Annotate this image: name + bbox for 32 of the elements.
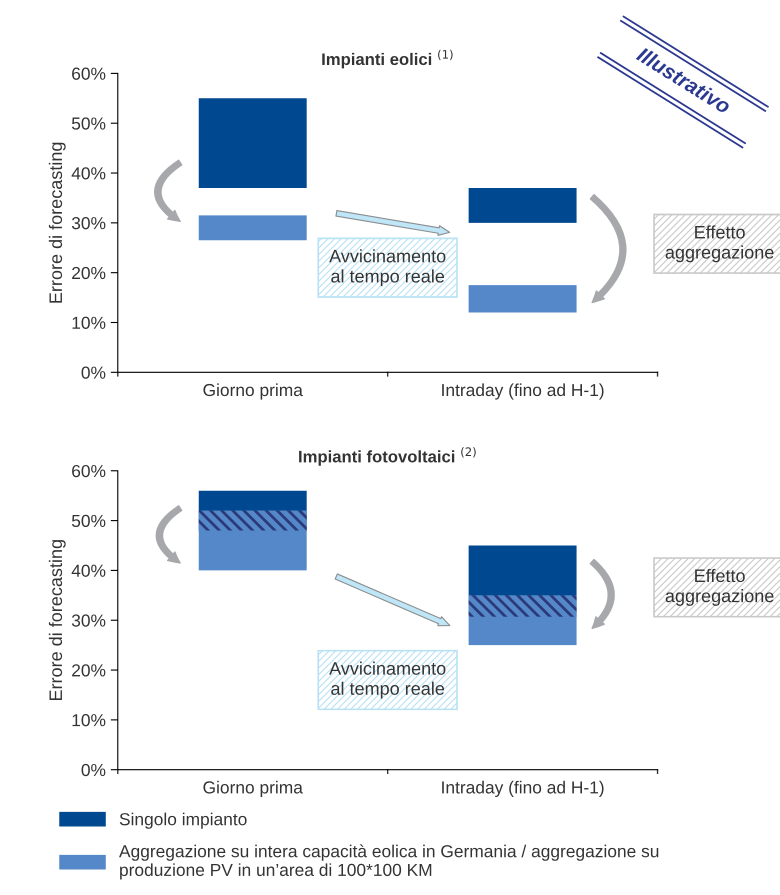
text: Effetto aggregazione bbox=[666, 568, 774, 606]
y-tick-label: 20% bbox=[72, 664, 106, 677]
y-tick-label: 40% bbox=[72, 167, 106, 180]
y-tick-label: 30% bbox=[72, 217, 106, 230]
annotation: Avvicinamento al tempo reale bbox=[329, 249, 446, 286]
y-tick-label: 60% bbox=[72, 68, 106, 80]
x-tick-label: Giorno prima bbox=[203, 383, 303, 400]
legend-label: Singolo impianto bbox=[120, 812, 247, 829]
y-tick-label: 40% bbox=[72, 564, 106, 577]
y-axis-title: Errore di forecasting bbox=[48, 540, 66, 700]
bar bbox=[198, 98, 307, 188]
y-tick-label: 10% bbox=[72, 316, 106, 329]
y-tick-label: 0% bbox=[82, 366, 106, 379]
y-tick-label: 60% bbox=[72, 464, 106, 478]
bar bbox=[468, 188, 577, 223]
y-axis-title: Errore di forecasting bbox=[48, 142, 66, 303]
x-tick-label: Intraday (fino ad H-1) bbox=[442, 780, 604, 797]
y-tick-label: 20% bbox=[72, 266, 106, 280]
y-tick-label: 30% bbox=[72, 614, 106, 627]
chart-title: Impianti fotovoltaici $^{(2)}$ bbox=[299, 447, 476, 466]
bar bbox=[468, 285, 577, 313]
y-tick-label: 0% bbox=[82, 764, 106, 776]
y-tick-label: 50% bbox=[72, 117, 106, 130]
text: Effetto aggregazione bbox=[666, 225, 774, 262]
chart-title: Impianti eolici $^{(1)}$ bbox=[322, 50, 453, 68]
y-tick-label: 50% bbox=[72, 514, 106, 528]
y-tick-label: 10% bbox=[72, 714, 106, 726]
x-tick-label: Giorno prima bbox=[203, 780, 303, 797]
bar bbox=[198, 215, 307, 240]
x-tick-label: Intraday (fino ad H-1) bbox=[442, 383, 604, 400]
annotation: Avvicinamento al tempo reale bbox=[329, 662, 446, 698]
legend-label: Aggregazione su intera capacità eolica in Germania / aggregazione su produzione PV in un’area di 100*100 KM bbox=[119, 844, 658, 880]
